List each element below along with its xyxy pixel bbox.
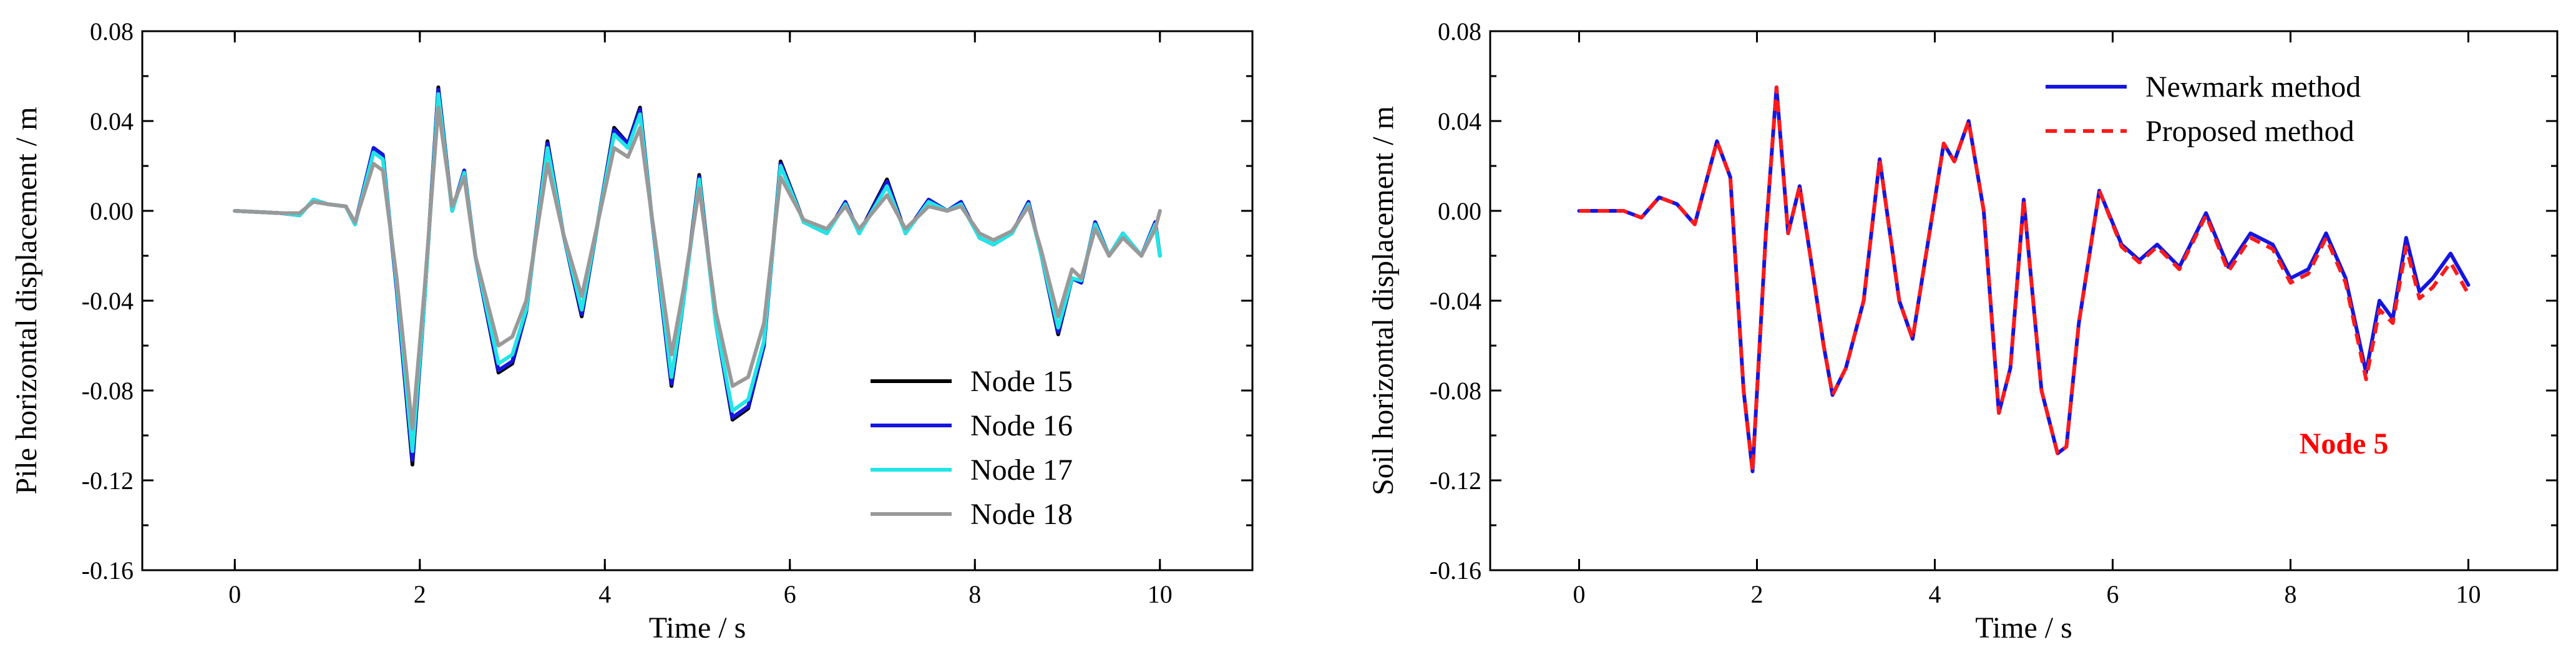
x-tick-label: 8 bbox=[2285, 580, 2297, 608]
x-tick-label: 8 bbox=[968, 580, 981, 608]
x-tick-label: 10 bbox=[2456, 580, 2481, 608]
y-tick-label: 0.00 bbox=[90, 197, 134, 225]
pile-displacement-chart: 0 2 4 6 8 10 -0.16 -0.12 -0.08 -0.04 0.00 0.04 0.08 T… bbox=[10, 17, 1254, 644]
legend-label: Node 17 bbox=[970, 454, 1073, 487]
plot-frame bbox=[141, 30, 1254, 571]
x-tick-label: 0 bbox=[228, 580, 241, 608]
series-line-newmark-method bbox=[1577, 85, 2471, 473]
y-tick-label: 0.08 bbox=[90, 17, 134, 46]
node-annotation: Node 5 bbox=[2300, 427, 2389, 460]
y-tick-label: -0.12 bbox=[82, 467, 134, 495]
x-tick-label: 6 bbox=[2107, 580, 2119, 608]
legend-label: Node 18 bbox=[970, 498, 1073, 531]
y-tick-label: -0.08 bbox=[1430, 377, 1481, 405]
x-tick-label: 2 bbox=[1751, 580, 1764, 608]
x-tick-label: 10 bbox=[1148, 580, 1173, 608]
y-tick-label: -0.04 bbox=[1430, 287, 1481, 315]
x-tick-label: 6 bbox=[784, 580, 796, 608]
series-line-node-18 bbox=[233, 105, 1162, 431]
x-tick-label: 0 bbox=[1573, 580, 1586, 608]
y-tick-label: -0.12 bbox=[1430, 467, 1481, 495]
legend-label: Node 15 bbox=[970, 365, 1073, 398]
x-tick-label: 2 bbox=[414, 580, 426, 608]
y-tick-label: 0.00 bbox=[1438, 197, 1481, 225]
y-axis-label: Pile horizontal displacement / m bbox=[10, 107, 43, 494]
soil-displacement-chart: 0 2 4 6 8 10 -0.16 -0.12 -0.08 -0.04 0.00 0.04 0.08 T… bbox=[1367, 17, 2559, 644]
y-tick-label: 0.04 bbox=[1438, 107, 1481, 135]
x-axis-label: Time / s bbox=[649, 611, 746, 644]
x-tick-label: 4 bbox=[1929, 580, 1941, 608]
y-axis-label: Soil horizontal displacement / m bbox=[1367, 106, 1400, 495]
legend-label: Node 16 bbox=[970, 409, 1073, 442]
series-line-proposed-method bbox=[1579, 85, 2471, 473]
y-tick-label: -0.04 bbox=[82, 287, 134, 315]
y-tick-label: 0.08 bbox=[1438, 17, 1481, 46]
y-tick-label: -0.16 bbox=[1430, 556, 1481, 585]
y-tick-label: -0.16 bbox=[82, 556, 134, 585]
y-tick-label: -0.08 bbox=[82, 377, 134, 405]
y-tick-label: 0.04 bbox=[90, 107, 134, 135]
series-line-node-15 bbox=[233, 85, 1162, 467]
x-axis-label: Time / s bbox=[1975, 611, 2072, 644]
x-tick-label: 4 bbox=[598, 580, 611, 608]
legend-label: Proposed method bbox=[2145, 115, 2354, 148]
legend-label: Newmark method bbox=[2145, 70, 2361, 104]
series-line-node-16 bbox=[233, 87, 1162, 462]
